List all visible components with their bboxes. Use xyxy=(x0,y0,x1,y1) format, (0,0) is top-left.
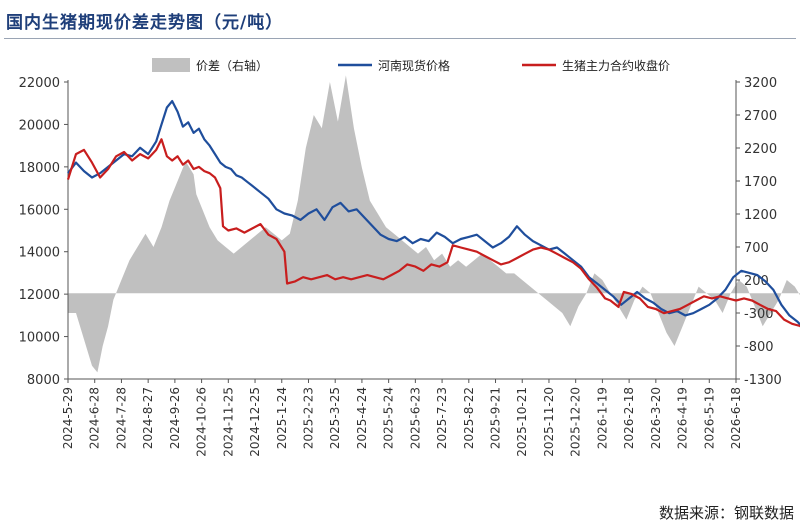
y-right-tick-label: -300 xyxy=(744,307,774,322)
x-tick-label: 2025-12-20 xyxy=(569,387,583,457)
x-tick-label: 2025-3-25 xyxy=(328,387,342,449)
x-tick-label: 2026-4-19 xyxy=(676,387,690,449)
x-tick-label: 2024-11-25 xyxy=(221,387,235,457)
legend-label-futures: 生猪主力合约收盘价 xyxy=(562,58,670,73)
chart-canvas: 8000 10000 12000 14000 16000 18000 20000 22000 -… xyxy=(19,58,800,457)
x-tick-label: 2025-7-23 xyxy=(435,387,449,449)
x-tick-label: 2024-10-26 xyxy=(195,387,209,457)
x-tick-label: 2025-4-24 xyxy=(355,387,369,449)
x-tick-label: 2024-12-25 xyxy=(248,387,262,457)
x-tick-label: 2025-5-24 xyxy=(382,387,396,449)
y-right-tick-label: 2200 xyxy=(744,142,777,157)
legend-swatch-spread xyxy=(152,58,190,72)
y-left-tick-label: 20000 xyxy=(19,118,60,133)
x-tick-label: 2026-5-19 xyxy=(702,387,716,449)
spread-area-layer xyxy=(68,75,800,373)
y-right-tick-label: 2700 xyxy=(744,109,777,124)
price-lines-layer xyxy=(66,99,800,328)
x-tick-label: 2024-9-26 xyxy=(168,387,182,449)
y-left-tick-label: 22000 xyxy=(19,76,60,91)
y-left-tick-label: 10000 xyxy=(19,331,60,346)
chart-title: 国内生猪期现价差走势图（元/吨） xyxy=(6,13,284,33)
legend-label-henan: 河南现货价格 xyxy=(378,58,450,73)
y-right-tick-label: 1200 xyxy=(744,208,777,223)
y-right-tick-label: 1700 xyxy=(744,175,777,190)
futures-close-price-line xyxy=(66,138,800,328)
x-tick-label: 2024-5-29 xyxy=(61,387,75,449)
x-tick-label: 2025-2-23 xyxy=(301,387,315,449)
y-left-tick-label: 14000 xyxy=(19,246,60,261)
x-tick-label: 2025-6-23 xyxy=(408,387,422,449)
x-tick-label: 2024-7-28 xyxy=(114,387,128,449)
x-tick-label: 2025-9-21 xyxy=(489,387,503,449)
x-tick-label: 2024-8-27 xyxy=(141,387,155,449)
x-tick-label: 2026-2-18 xyxy=(622,387,636,449)
y-right-tick-label: -1300 xyxy=(744,373,782,388)
y-left-tick-label: 8000 xyxy=(27,373,60,388)
axes-layer: 8000 10000 12000 14000 16000 18000 20000 22000 -… xyxy=(19,76,782,457)
x-tick-label: 2024-6-28 xyxy=(88,387,102,449)
y-right-tick-label: -800 xyxy=(744,340,774,355)
y-right-tick-label: 200 xyxy=(744,274,769,289)
data-source: 数据来源：钢联数据 xyxy=(658,504,794,522)
x-tick-label: 2026-3-20 xyxy=(649,387,663,449)
legend: 价差（右轴） 河南现货价格 生猪主力合约收盘价 xyxy=(152,58,670,73)
x-tick-label: 2025-8-22 xyxy=(462,387,476,449)
x-tick-label: 2026-6-18 xyxy=(729,387,743,449)
y-left-tick-label: 18000 xyxy=(19,161,60,176)
spread-area xyxy=(68,75,800,373)
henan-spot-price-line xyxy=(67,99,800,326)
y-left-tick-label: 16000 xyxy=(19,203,60,218)
x-tick-label: 2025-1-24 xyxy=(275,387,289,449)
x-tick-label: 2026-1-19 xyxy=(595,387,609,449)
x-tick-label: 2025-11-20 xyxy=(542,387,556,457)
title-divider xyxy=(4,38,796,39)
y-right-tick-label: 700 xyxy=(744,241,769,256)
y-left-tick-label: 12000 xyxy=(19,288,60,303)
x-tick-label: 2025-10-21 xyxy=(515,387,529,457)
y-right-tick-label: 3200 xyxy=(744,76,777,91)
legend-label-spread: 价差（右轴） xyxy=(196,58,268,73)
